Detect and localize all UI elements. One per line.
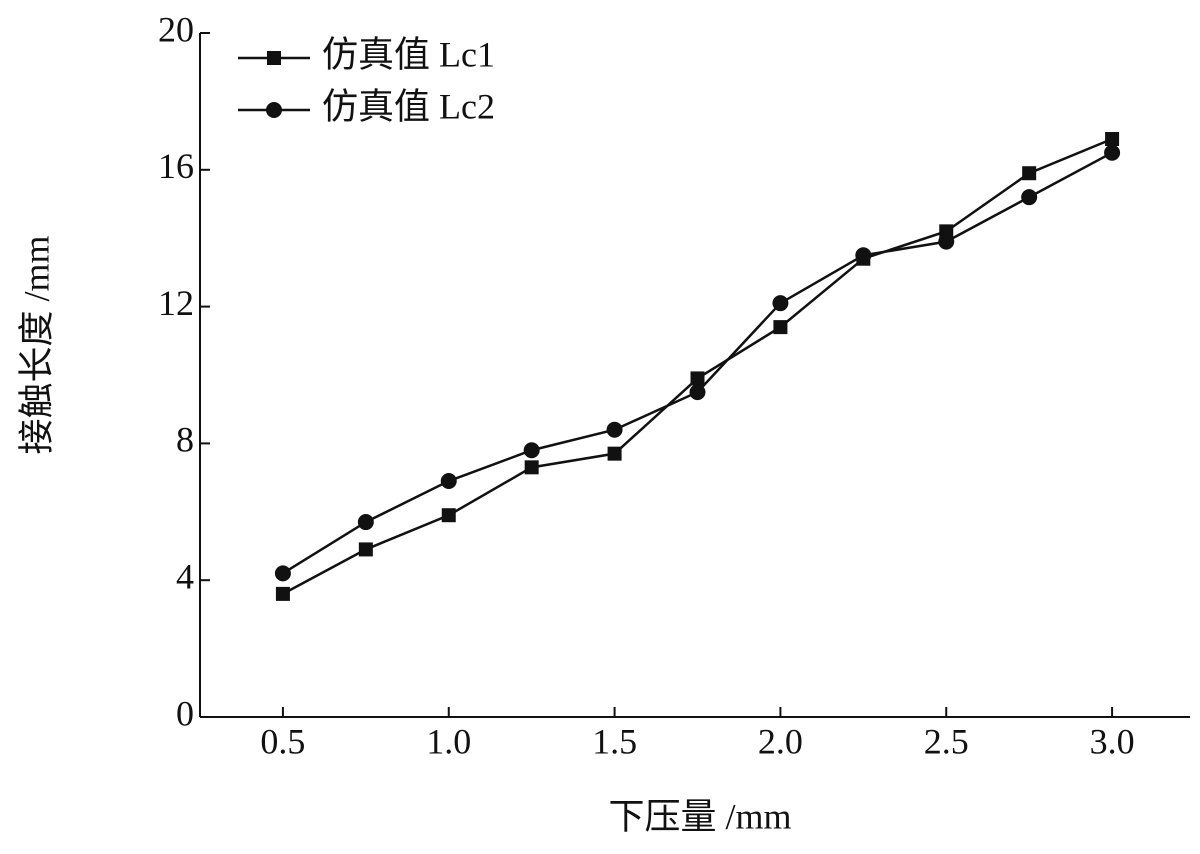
marker [524, 460, 539, 475]
line [282, 137, 1113, 595]
legend-label: 仿真值 Lc2 [322, 86, 495, 126]
marker [855, 247, 872, 264]
y-axis-label: 接触长度 /mm [16, 235, 56, 454]
marker [938, 233, 955, 250]
line [282, 151, 1113, 575]
marker [358, 542, 373, 557]
marker [689, 384, 706, 401]
x-tick-label: 1.5 [592, 721, 637, 761]
x-tick-label: 3.0 [1090, 721, 1135, 761]
marker [1021, 189, 1038, 206]
marker [274, 565, 291, 582]
marker [1105, 132, 1120, 147]
y-tick-label: 20 [158, 9, 194, 49]
x-tick-label: 2.0 [758, 721, 803, 761]
marker [690, 371, 705, 386]
marker [607, 446, 622, 461]
y-tick-label: 0 [176, 693, 194, 733]
legend-label: 仿真值 Lc1 [322, 34, 495, 74]
marker [523, 442, 540, 459]
x-tick-label: 0.5 [260, 721, 305, 761]
marker [275, 586, 290, 601]
marker [357, 514, 374, 531]
x-tick-label: 1.0 [426, 721, 471, 761]
marker [1022, 166, 1037, 181]
y-tick-label: 8 [176, 420, 194, 460]
marker [440, 473, 457, 490]
y-tick-label: 4 [176, 556, 194, 596]
marker [772, 295, 789, 312]
marker [773, 320, 788, 335]
marker [1104, 144, 1121, 161]
legend-marker [267, 51, 281, 65]
marker [606, 421, 623, 438]
y-tick-label: 16 [158, 146, 194, 186]
y-tick-label: 12 [158, 283, 194, 323]
x-axis-label: 下压量 /mm [608, 796, 791, 836]
x-tick-label: 2.5 [924, 721, 969, 761]
marker [441, 508, 456, 523]
legend-marker [266, 102, 282, 118]
